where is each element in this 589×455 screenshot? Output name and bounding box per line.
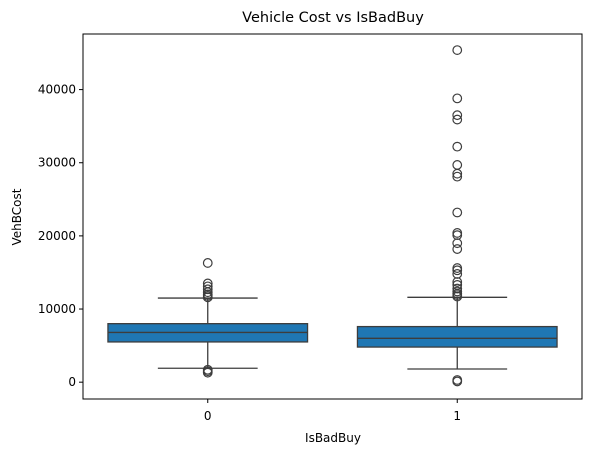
outlier-point <box>452 244 463 254</box>
outlier-point <box>452 228 463 238</box>
x-tick-label: 1 <box>453 409 461 423</box>
outlier-point <box>452 263 463 273</box>
y-tick-label: 10000 <box>38 302 76 316</box>
outlier-point <box>452 238 463 249</box>
x-tick-label: 0 <box>204 409 212 423</box>
x-axis-label: IsBadBuy <box>305 431 361 445</box>
y-tick-label: 0 <box>68 375 76 389</box>
outlier-point <box>202 281 213 292</box>
outlier-point <box>452 93 463 104</box>
outlier-point <box>452 114 463 125</box>
plot-area-frame <box>82 33 583 400</box>
outlier-point <box>452 283 463 294</box>
outlier-point <box>452 171 463 182</box>
chart-title: Vehicle Cost vs IsBadBuy <box>242 10 424 26</box>
outlier-point <box>452 286 463 297</box>
box-iqr <box>356 325 558 348</box>
outlier-point <box>452 141 463 152</box>
outlier-point <box>202 258 213 268</box>
y-axis-label: VehBCost <box>10 188 24 245</box>
y-tick-label: 20000 <box>38 229 76 243</box>
outlier-point <box>452 45 463 55</box>
outlier-point <box>452 207 463 218</box>
outlier-point <box>452 160 463 170</box>
outlier-point <box>452 375 463 385</box>
outlier-point <box>452 279 463 290</box>
y-tick-label: 40000 <box>38 83 76 97</box>
outlier-point <box>202 364 213 375</box>
outlier-point <box>202 284 213 295</box>
outlier-point <box>452 110 463 121</box>
outlier-point <box>452 269 463 279</box>
y-tick-label: 30000 <box>38 156 76 170</box>
outlier-point <box>202 278 213 289</box>
